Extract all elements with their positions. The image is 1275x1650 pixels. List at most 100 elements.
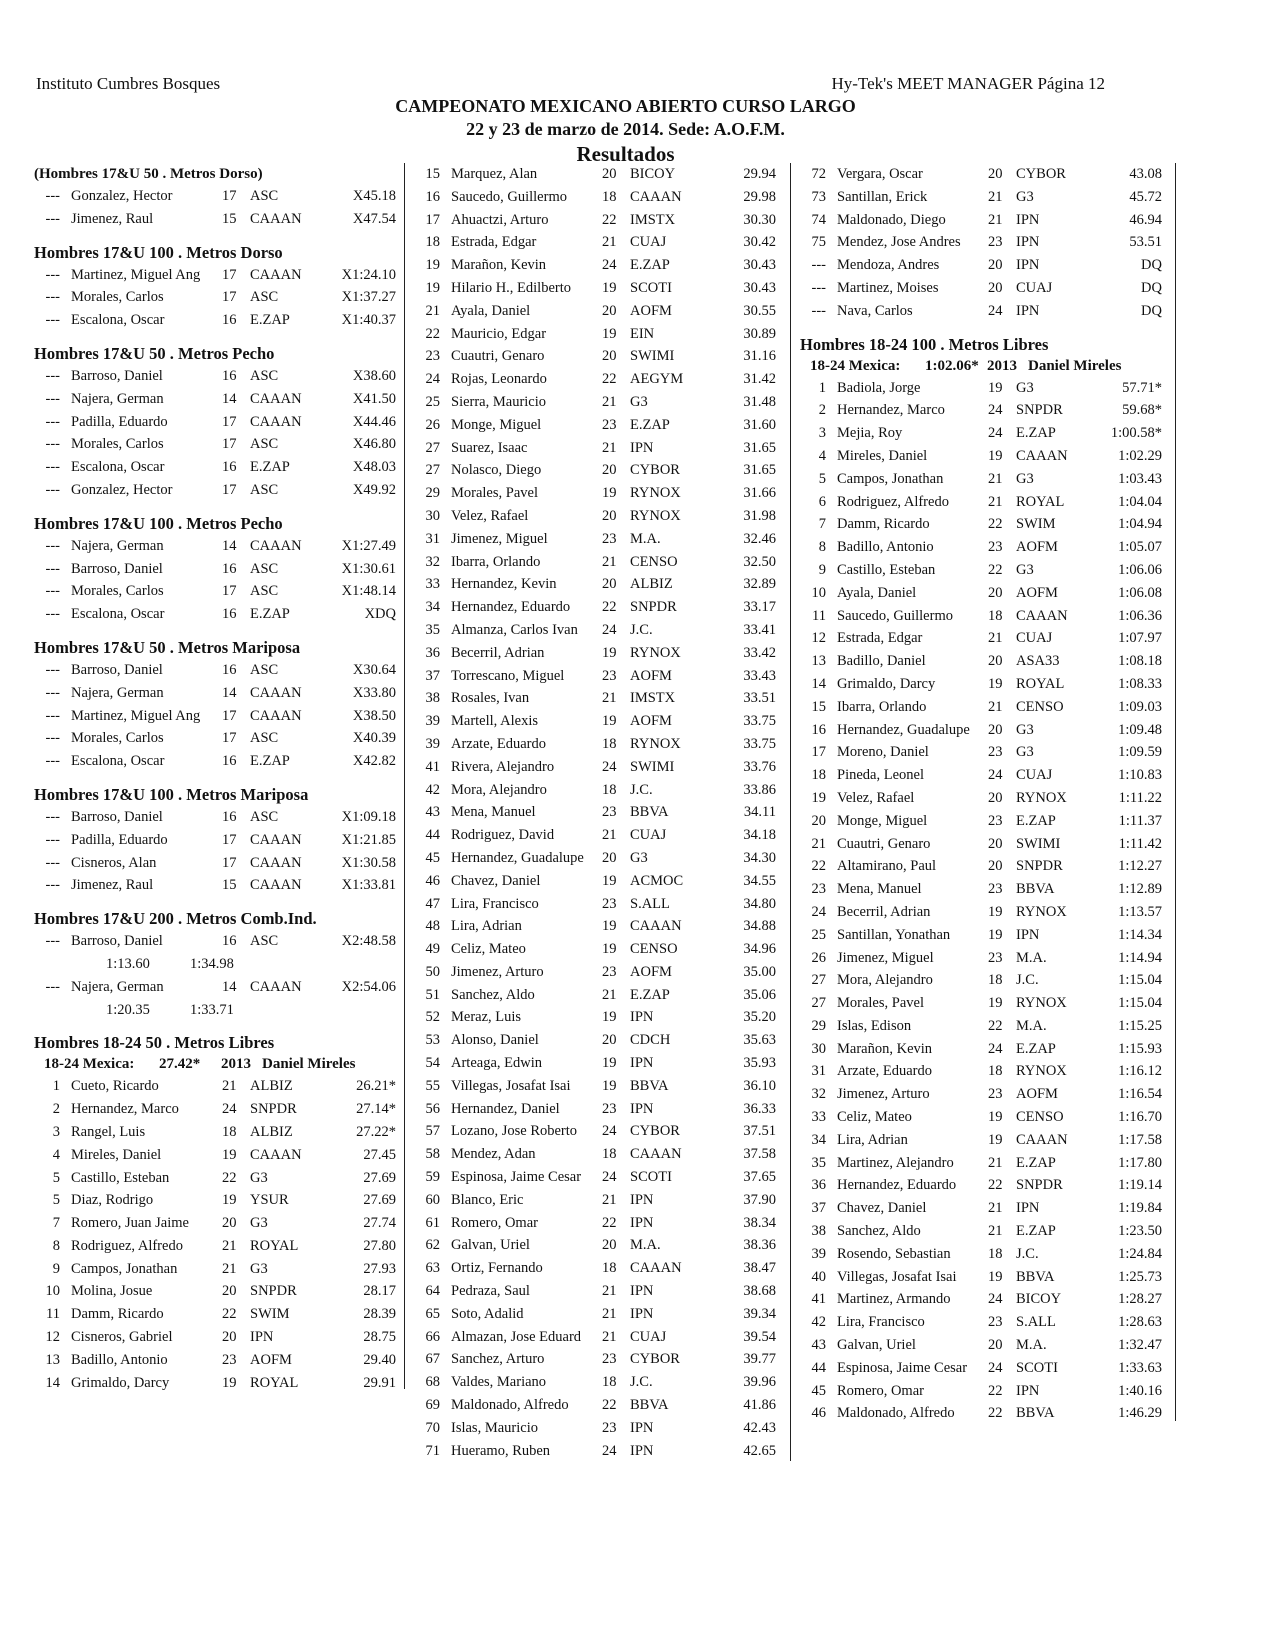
final-time: X1:33.81 [341,877,396,894]
team: SNPDR [630,599,677,616]
place: --- [45,390,61,407]
place: 23 [811,881,827,898]
age: 20 [988,789,1003,806]
place: 12 [45,1329,61,1346]
final-time: 1:00.58* [1110,425,1162,442]
result-row: 33 Hernandez, Kevin 20 ALBIZ 32.89 [414,573,786,596]
age: 19 [988,903,1003,920]
place: 46 [425,872,441,889]
team: ALBIZ [630,576,673,593]
swimmer-name: Jimenez, Arturo [837,1086,930,1103]
final-time: X38.50 [352,707,396,724]
result-row: 31 Arzate, Eduardo 18 RYNOX 1:16.12 [800,1060,1172,1083]
age: 19 [988,447,1003,464]
team: ASC [250,481,279,498]
team: SWIMI [630,348,675,365]
final-time: X1:48.14 [341,583,396,600]
team: IPN [1016,1382,1040,1399]
result-row: 11 Saucedo, Guillermo 18 CAAAN 1:06.36 [800,605,1172,628]
swimmer-name: Martinez, Armando [837,1291,951,1308]
final-time: 1:32.47 [1118,1337,1162,1354]
final-time: 27.45 [363,1146,396,1163]
swimmer-name: Jimenez, Miguel [451,530,548,547]
age: 17 [222,854,237,871]
age: 19 [602,644,617,661]
final-time: 27.69 [363,1192,396,1209]
result-row: 72 Vergara, Oscar 20 CYBOR 43.08 [800,163,1172,186]
age: 23 [988,881,1003,898]
final-time: 43.08 [1129,166,1162,182]
age: 19 [602,485,617,502]
result-row: 12 Cisneros, Gabriel 20 IPN 28.75 [34,1326,404,1349]
final-time: 32.46 [743,530,776,547]
final-time: X49.92 [352,481,396,498]
result-row: 67 Sanchez, Arturo 23 CYBOR 39.77 [414,1348,786,1371]
results-heading: Resultados [576,142,675,166]
final-time: 39.77 [743,1351,776,1368]
team: ASC [250,367,279,384]
result-row: 2 Hernandez, Marco 24 SNPDR 59.68* [800,399,1172,422]
result-row: 53 Alonso, Daniel 20 CDCH 35.63 [414,1029,786,1052]
age: 14 [222,684,237,701]
result-row: 37 Torrescano, Miguel 23 AOFM 33.43 [414,665,786,688]
age: 23 [602,530,617,547]
result-row: 41 Rivera, Alejandro 24 SWIMI 33.76 [414,756,786,779]
split-time: 1:13.60 [106,955,150,972]
final-time: 31.16 [743,348,776,365]
place: 42 [425,781,441,798]
swimmer-name: Almanza, Carlos Ivan [451,621,578,638]
final-time: 1:15.04 [1118,995,1162,1012]
team: M.A. [1016,1337,1047,1354]
place: 5 [818,470,826,487]
final-time: 33.75 [743,713,776,730]
final-time: 1:16.70 [1118,1109,1162,1126]
team: RYNOX [630,644,681,661]
final-time: X1:21.85 [341,831,396,848]
swimmer-name: Mejia, Roy [837,425,903,442]
result-row: 4 Mireles, Daniel 19 CAAAN 1:02.29 [800,445,1172,468]
result-row: 17 Moreno, Daniel 23 G3 1:09.59 [800,741,1172,764]
final-time: X30.64 [352,661,396,678]
team: CYBOR [630,1351,680,1368]
age: 19 [602,713,617,730]
final-time: 38.68 [743,1283,776,1300]
swimmer-name: Mauricio, Edgar [451,325,547,342]
place: --- [45,753,61,770]
final-time: 1:33.63 [1118,1359,1162,1376]
swimmer-name: Morales, Carlos [71,436,164,453]
final-time: 39.54 [743,1328,776,1345]
age: 17 [222,730,237,747]
team: IPN [630,1214,654,1231]
place: 43 [811,1337,827,1354]
swimmer-name: Sanchez, Aldo [451,986,535,1003]
team: BBVA [630,804,669,821]
place: 10 [45,1283,61,1300]
swimmer-name: Ibarra, Orlando [451,553,541,570]
final-time: 34.80 [743,895,776,912]
place: --- [45,367,61,384]
place: 45 [811,1382,827,1399]
result-row: 9 Castillo, Esteban 22 G3 1:06.06 [800,559,1172,582]
result-row: --- Morales, Carlos 17 ASC X1:37.27 [34,286,404,309]
result-row: 21 Ayala, Daniel 20 AOFM 30.55 [414,300,786,323]
swimmer-name: Estrada, Edgar [837,630,923,647]
result-row: --- Mendoza, Andres 20 IPN DQ [800,254,1172,277]
result-row: 31 Jimenez, Miguel 23 M.A. 32.46 [414,528,786,551]
place: --- [45,707,61,724]
swimmer-name: Mendez, Jose Andres [837,234,961,251]
team: CUAJ [630,1328,667,1345]
team: IMSTX [630,690,676,707]
swimmer-name: Escalona, Oscar [71,459,165,476]
place: 67 [425,1351,441,1368]
final-time: 42.43 [743,1419,776,1436]
age: 22 [602,211,617,228]
final-time: DQ [1141,279,1162,296]
age: 21 [602,1283,617,1300]
swimmer-name: Altamirano, Paul [837,858,937,875]
team: G3 [250,1169,268,1186]
final-time: 35.20 [743,1009,776,1026]
split-times-row: 1:13.60 1:34.98 [34,953,404,976]
final-time: 37.65 [743,1169,776,1186]
team: CAAAN [250,390,302,407]
swimmer-name: Arteaga, Edwin [451,1055,542,1072]
